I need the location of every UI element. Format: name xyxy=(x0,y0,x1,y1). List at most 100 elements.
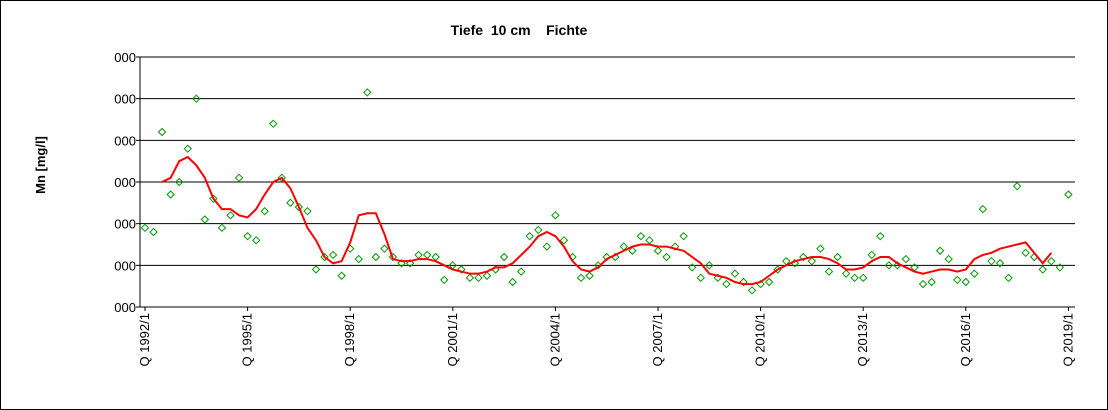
data-point xyxy=(243,231,252,241)
trend-line xyxy=(161,155,1053,286)
data-point xyxy=(653,246,663,255)
y-axis-label: Mn [mg/l] xyxy=(33,136,48,194)
data-point xyxy=(226,211,235,220)
data-point xyxy=(311,265,321,274)
data-point xyxy=(576,273,586,283)
x-tick-label: Q 2001/1 xyxy=(445,313,460,367)
data-point xyxy=(140,223,150,233)
data-point xyxy=(978,204,988,214)
data-point xyxy=(1055,263,1065,272)
data-point xyxy=(953,275,962,285)
data-point xyxy=(294,202,304,212)
data-point xyxy=(1038,265,1047,274)
x-tick-label: Q 2010/1 xyxy=(753,313,768,367)
data-point xyxy=(465,273,475,283)
data-point xyxy=(260,206,269,216)
data-point xyxy=(534,225,543,235)
data-point xyxy=(542,242,552,251)
data-point xyxy=(961,277,971,287)
data-point xyxy=(935,246,945,255)
data-point xyxy=(687,263,697,272)
x-tick-label: Q 1992/1 xyxy=(137,313,152,367)
data-point xyxy=(1047,256,1056,266)
data-point xyxy=(474,273,483,283)
data-point xyxy=(585,271,594,280)
data-point xyxy=(388,252,398,262)
data-point xyxy=(516,267,526,276)
data-point xyxy=(200,215,210,224)
data-point xyxy=(901,254,911,264)
data-point xyxy=(944,254,953,264)
data-point xyxy=(841,269,851,278)
data-point xyxy=(876,231,885,241)
data-point xyxy=(722,279,731,289)
data-point xyxy=(705,261,714,270)
data-point xyxy=(183,144,192,153)
data-point xyxy=(354,254,363,264)
data-point xyxy=(1021,248,1030,258)
data-point xyxy=(696,273,705,283)
data-point xyxy=(337,271,346,280)
data-point xyxy=(1012,181,1022,191)
data-point xyxy=(927,277,936,287)
x-tick-label: Q 1998/1 xyxy=(342,313,357,367)
x-tick-label: Q 2007/1 xyxy=(650,313,665,367)
data-point xyxy=(1064,190,1073,199)
data-point xyxy=(320,252,329,262)
x-tick-label: Q 2016/1 xyxy=(958,313,973,367)
data-point xyxy=(192,94,201,103)
data-point xyxy=(824,267,834,276)
data-point xyxy=(380,244,389,253)
data-point xyxy=(987,256,996,266)
data-point xyxy=(670,242,680,251)
data-point xyxy=(209,194,218,203)
data-point xyxy=(363,88,372,97)
x-tick-label: Q 2004/1 xyxy=(547,313,562,367)
data-point xyxy=(807,256,817,266)
data-point xyxy=(833,252,842,262)
data-point xyxy=(918,279,928,289)
data-point xyxy=(602,252,611,262)
data-point xyxy=(149,227,158,237)
data-point xyxy=(995,259,1005,268)
data-point xyxy=(277,173,287,183)
data-point xyxy=(174,177,184,187)
data-point xyxy=(525,231,534,241)
data-point xyxy=(286,198,295,208)
data-point xyxy=(1004,273,1013,283)
data-point xyxy=(440,275,449,285)
y-tick-label: 000 xyxy=(114,258,136,273)
data-point xyxy=(739,277,748,287)
data-point xyxy=(970,269,979,278)
data-point xyxy=(217,223,227,233)
data-point xyxy=(303,206,312,216)
chart-title: Tiefe 10 cm Fichte xyxy=(451,22,588,38)
data-point xyxy=(628,246,637,255)
y-tick-label: 000 xyxy=(114,50,136,65)
data-point xyxy=(251,236,261,245)
data-point xyxy=(850,273,859,283)
x-tick-label: Q 2019/1 xyxy=(1060,313,1075,367)
data-point xyxy=(559,236,569,245)
data-point xyxy=(679,231,688,241)
y-tick-label: 000 xyxy=(114,175,136,190)
x-tick-label: Q 1995/1 xyxy=(240,313,255,367)
data-point xyxy=(662,252,671,262)
data-point xyxy=(457,265,466,274)
data-point xyxy=(499,252,509,262)
data-point xyxy=(747,286,757,295)
data-point xyxy=(328,250,338,260)
data-point xyxy=(636,231,646,241)
data-point xyxy=(269,119,278,128)
y-tick-label: 000 xyxy=(114,133,136,148)
y-tick-label: 000 xyxy=(114,92,136,107)
data-point xyxy=(371,252,381,262)
data-point xyxy=(764,277,774,287)
data-point xyxy=(858,273,868,283)
data-point xyxy=(508,277,517,287)
data-point xyxy=(730,269,740,278)
y-tick-label: 000 xyxy=(114,217,136,232)
data-point xyxy=(482,271,492,280)
